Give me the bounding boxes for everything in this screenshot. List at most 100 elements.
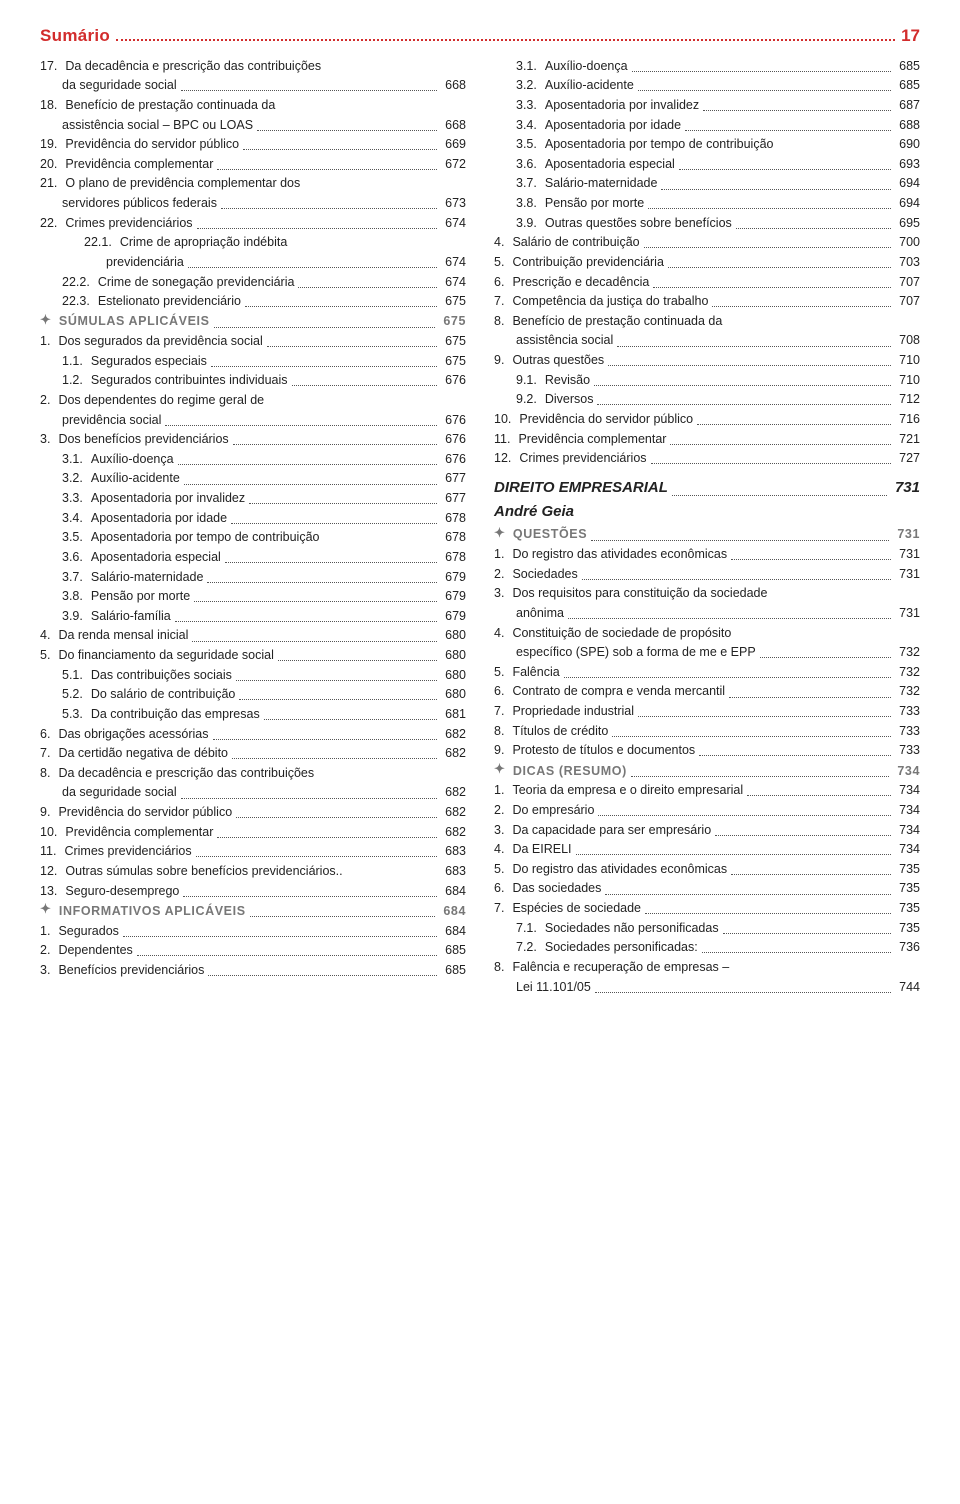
page-number: 682 [441, 744, 466, 762]
toc-entry: 11.Previdência complementar721 [494, 430, 920, 448]
entry-text: Dos requisitos para constituição da soci… [512, 584, 767, 602]
page-number: 734 [895, 821, 920, 839]
header-title: Sumário [40, 24, 110, 49]
entry-text: Crimes previdenciários [65, 214, 192, 232]
entry-text: Salário-família [91, 607, 171, 625]
toc-entry: 7.2.Sociedades personificadas:736 [494, 938, 920, 956]
toc-entry: 1.2.Segurados contribuintes individuais6… [40, 371, 466, 389]
entry-text: Pensão por morte [91, 587, 190, 605]
entry-text-cont: Lei 11.101/05 [516, 978, 591, 996]
toc-entry: 10.Previdência complementar682 [40, 823, 466, 841]
page-number: 679 [441, 607, 466, 625]
leader-dots [178, 464, 438, 465]
entry-number: 7. [494, 899, 512, 917]
page-number: 707 [895, 292, 920, 310]
entry-number: 1. [40, 332, 58, 350]
entry-text: Previdência do servidor público [58, 803, 232, 821]
entry-text: Falência e recuperação de empresas – [512, 958, 729, 976]
page-number: 676 [441, 430, 466, 448]
leader-dots [668, 267, 891, 268]
entry-text: Previdência do servidor público [65, 135, 239, 153]
toc-entry: 6.Contrato de compra e venda mercantil73… [494, 682, 920, 700]
toc-entry: 4.Da EIRELI734 [494, 840, 920, 858]
section-heading-row: ✦SÚMULAS APLICÁVEIS675 [40, 312, 466, 331]
page-number: 733 [895, 741, 920, 759]
leader-dots [729, 697, 891, 698]
leader-dots [181, 90, 437, 91]
toc-entry: 3.5.Aposentadoria por tempo de contribui… [494, 135, 920, 153]
toc-entry: 4.Salário de contribuição700 [494, 233, 920, 251]
leader-dots [568, 618, 891, 619]
toc-entry: 17.Da decadência e prescrição das contri… [40, 57, 466, 95]
entry-text: Salário-maternidade [91, 568, 204, 586]
entry-number: 4. [40, 626, 58, 644]
entry-number: 1.1. [62, 352, 91, 370]
leader-dots [183, 896, 437, 897]
page-number: 668 [441, 76, 466, 94]
entry-text: Aposentadoria por invalidez [91, 489, 245, 507]
entry-text: Crimes previdenciários [64, 842, 191, 860]
section-marker-icon: ✦ [40, 900, 59, 919]
entry-text: Protesto de títulos e documentos [512, 741, 695, 759]
page-number: 677 [441, 469, 466, 487]
entry-text: Sociedades [512, 565, 577, 583]
entry-text: Das sociedades [512, 879, 601, 897]
toc-entry: 8.Da decadência e prescrição das contrib… [40, 764, 466, 802]
leader-dots [703, 110, 891, 111]
leader-dots [292, 385, 438, 386]
entry-number: 3.8. [62, 587, 91, 605]
leader-dots [181, 798, 437, 799]
section-marker-icon: ✦ [40, 311, 59, 330]
page-number: 675 [441, 352, 466, 370]
leader-dots [685, 130, 891, 131]
page-number: 735 [895, 899, 920, 917]
leader-dots [576, 854, 892, 855]
leader-dots [597, 404, 891, 405]
entry-text: Sociedades personificadas: [545, 938, 698, 956]
entry-text: Revisão [545, 371, 590, 389]
page-number: 675 [441, 292, 466, 310]
toc-entry: 4.Da renda mensal inicial680 [40, 626, 466, 644]
page-number: 677 [441, 489, 466, 507]
toc-entry: 22.Crimes previdenciários674 [40, 214, 466, 232]
toc-entry: 3.2.Auxílio-acidente685 [494, 76, 920, 94]
entry-number: 9.1. [516, 371, 545, 389]
entry-number: 3.9. [62, 607, 91, 625]
toc-entry: 3.6.Aposentadoria especial693 [494, 155, 920, 173]
page-number: 674 [441, 253, 466, 271]
entry-text: Dependentes [58, 941, 132, 959]
page-number: 684 [441, 922, 466, 940]
entry-text: Previdência complementar [65, 823, 213, 841]
leader-dots [608, 365, 891, 366]
toc-entry: 3.Benefícios previdenciários685 [40, 961, 466, 979]
section-heading-row: ✦INFORMATIVOS APLICÁVEIS684 [40, 901, 466, 920]
leader-dots [697, 424, 891, 425]
section-marker-icon: ✦ [494, 524, 513, 543]
entry-text: Segurados [58, 922, 118, 940]
page-number: 673 [441, 194, 466, 212]
toc-entry: 5.Do registro das atividades econômicas7… [494, 860, 920, 878]
page-number: 682 [441, 783, 466, 801]
page-number: 733 [895, 722, 920, 740]
entry-text: Constituição de sociedade de propósito [512, 624, 731, 642]
leader-dots [249, 503, 437, 504]
toc-entry: 22.2.Crime de sonegação previdenciária67… [40, 273, 466, 291]
entry-number: 4. [494, 624, 512, 642]
page-number: 712 [895, 390, 920, 408]
toc-entry: 8.Benefício de prestação continuada daas… [494, 312, 920, 350]
leader-dots [123, 936, 437, 937]
entry-text: Outras súmulas sobre benefícios previden… [65, 862, 335, 880]
page-number: 694 [895, 194, 920, 212]
entry-text: Salário-maternidade [545, 174, 658, 192]
page-number: 708 [895, 331, 920, 349]
leader-dots [617, 346, 891, 347]
entry-number: 5.2. [62, 685, 91, 703]
entry-text: O plano de previdência complementar dos [65, 174, 300, 192]
page-number: 683 [441, 842, 466, 860]
toc-entry: 13.Seguro-desemprego684 [40, 882, 466, 900]
entry-number: 3.2. [516, 76, 545, 94]
entry-text: Aposentadoria por idade [545, 116, 681, 134]
page-number: 675 [441, 332, 466, 350]
page-number: 676 [441, 371, 466, 389]
toc-entry: 20.Previdência complementar672 [40, 155, 466, 173]
